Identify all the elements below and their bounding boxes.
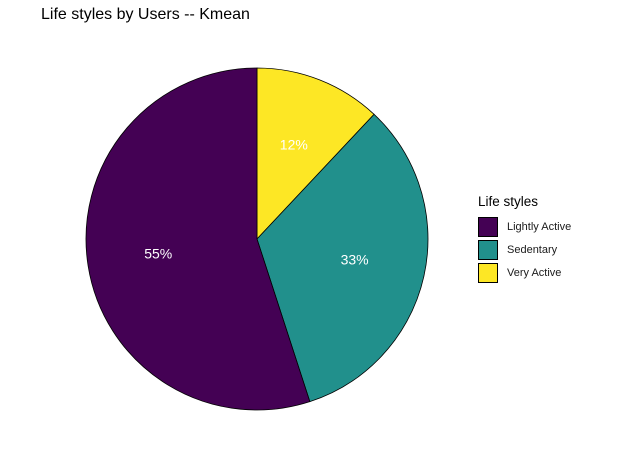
legend-swatch [478, 216, 498, 237]
legend-item-sedentary: Sedentary [478, 238, 571, 261]
pie-slice-lightly-active [85, 67, 311, 411]
legend-label: Lightly Active [507, 220, 572, 233]
pie-slice-very-active [256, 67, 375, 241]
slice-percent-label: 33% [341, 252, 369, 268]
slice-percent-label: 12% [280, 137, 308, 153]
legend-swatch [478, 239, 498, 260]
legend-item-lightly-active: Lightly Active [478, 215, 571, 238]
chart-title: Life styles by Users -- Kmean [41, 6, 250, 23]
legend-label: Very Active [507, 266, 562, 279]
legend-item-very-active: Very Active [478, 261, 571, 284]
legend-swatch [478, 262, 498, 283]
legend: Life styles Lightly Active Sedentary Ver… [478, 194, 571, 284]
legend-title: Life styles [478, 194, 539, 209]
pie-slice-sedentary [256, 113, 429, 403]
slice-percent-label: 55% [144, 245, 172, 261]
legend-label: Sedentary [507, 243, 558, 256]
